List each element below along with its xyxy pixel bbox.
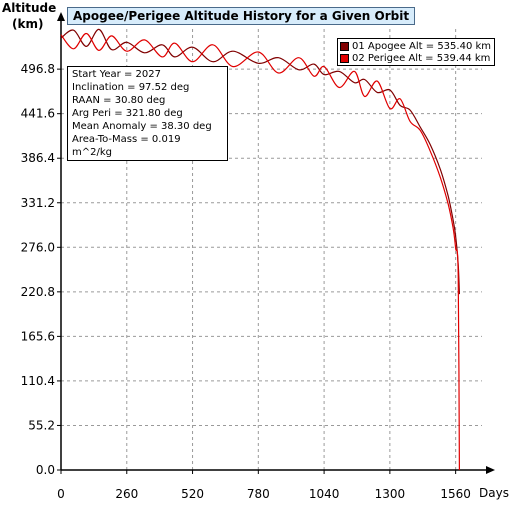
x-tick-label: 260 [115,487,138,501]
y-tick-label: 386.4 [21,151,55,165]
series-lines [60,28,460,471]
info-mean-anomaly: Mean Anomaly = 38.30 deg [72,121,212,132]
info-start-year: Start Year = 2027 [72,69,161,80]
legend-item-perigee: 02 Perigee Alt = 539.44 km [340,52,491,64]
chart-title: Apogee/Perigee Altitude History for a Gi… [67,7,416,25]
y-tick-labels: 0.0 55.2 110.4 165.6 220.8 276.0 331.2 386.4 441… [21,62,55,477]
x-tick-label: 1300 [375,487,406,501]
orbit-info-box: Start Year = 2027 Inclination = 97.52 de… [67,66,228,161]
y-tick-label: 110.4 [21,374,55,388]
info-area-to-mass: Area-To-Mass = 0.019 m^2/kg [72,134,181,158]
x-tick-label: 520 [181,487,204,501]
y-tick-label: 0.0 [36,463,55,477]
legend-swatch-perigee [340,53,349,63]
y-tick-label: 331.2 [21,196,55,210]
x-tick-label: 0 [57,487,65,501]
x-tick-label: 1040 [309,487,340,501]
series-line-apogee [60,28,460,295]
y-tick-label: 220.8 [21,285,55,299]
y-axis-unit: (km) [12,17,44,31]
x-tick-labels: 0 260 520 780 1040 1300 1560 [57,487,471,501]
y-axis-arrow [57,12,65,21]
y-tick-label: 441.6 [21,107,55,121]
y-tick-label: 55.2 [28,418,55,432]
axes [57,12,495,474]
x-tick-label: 780 [247,487,270,501]
legend-swatch-apogee [340,41,349,51]
legend-label-apogee: 01 Apogee Alt = 535.40 km [352,40,492,52]
x-axis-arrow [486,466,495,474]
series-line-perigee [60,32,460,471]
info-inclination: Inclination = 97.52 deg [72,82,190,93]
info-arg-peri: Arg Peri = 321.80 deg [72,108,183,119]
legend: 01 Apogee Alt = 535.40 km 02 Perigee Alt… [337,38,496,66]
y-tick-label: 165.6 [21,329,55,343]
legend-label-perigee: 02 Perigee Alt = 539.44 km [352,52,491,64]
info-raan: RAAN = 30.80 deg [72,95,166,106]
y-axis-label: Altitude [2,1,57,15]
y-tick-label: 276.0 [21,240,55,254]
x-axis-label: Days [479,486,509,500]
legend-item-apogee: 01 Apogee Alt = 535.40 km [340,40,491,52]
y-tick-label: 496.8 [21,62,55,76]
x-tick-label: 1560 [440,487,471,501]
